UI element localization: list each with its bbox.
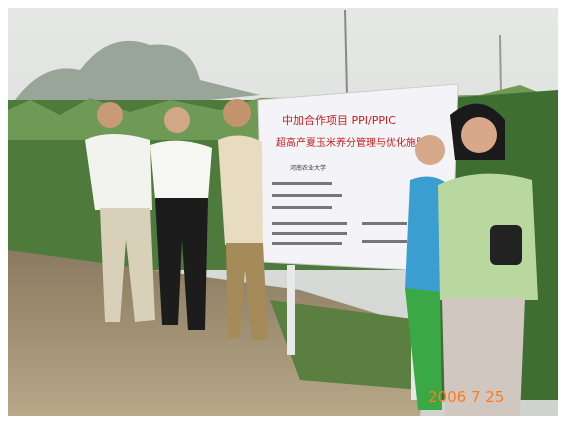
sign-title: 中加合作项目 PPI/PPIC xyxy=(282,113,396,127)
person xyxy=(218,99,268,340)
date-stamp: 2006 7 25 xyxy=(428,388,504,406)
person xyxy=(150,107,212,330)
sign-subtitle: 超高产夏玉米养分管理与优化施肥 xyxy=(276,136,426,149)
person xyxy=(405,135,445,410)
weeds xyxy=(270,300,420,390)
person xyxy=(85,102,155,322)
sign-small-text xyxy=(272,182,407,245)
pole xyxy=(499,34,502,96)
sign-text: 河南农业大学 xyxy=(290,164,326,172)
person xyxy=(438,103,538,416)
pole xyxy=(344,9,348,96)
people xyxy=(85,99,538,416)
sign-post xyxy=(287,265,295,355)
